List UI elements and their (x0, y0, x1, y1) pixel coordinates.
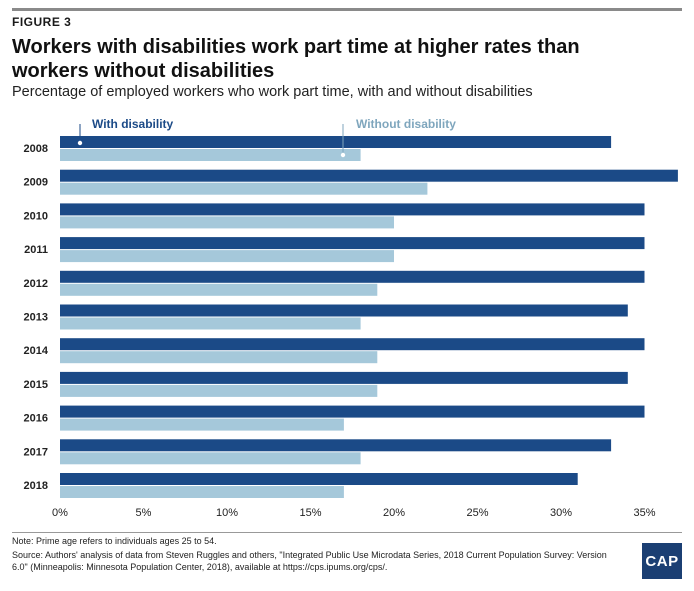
y-tick-label-2008: 2008 (24, 143, 48, 155)
y-tick-label-2017: 2017 (24, 446, 48, 458)
top-rule (12, 8, 682, 11)
bar-without-disability-2018 (60, 486, 344, 498)
bar-without-disability-2008 (60, 149, 361, 161)
y-tick-label-2013: 2013 (24, 312, 48, 324)
y-tick-label-2014: 2014 (24, 345, 49, 357)
x-tick-label-15: 15% (299, 507, 321, 519)
y-tick-label-2010: 2010 (24, 210, 48, 222)
bar-without-disability-2016 (60, 418, 344, 431)
bar-without-disability-2010 (60, 216, 394, 229)
y-tick-label-2009: 2009 (24, 177, 48, 189)
bar-without-disability-2011 (60, 250, 394, 263)
x-tick-label-0: 0% (52, 507, 68, 519)
bar-with-disability-2014 (60, 338, 645, 351)
chart-subtitle: Percentage of employed workers who work … (12, 84, 533, 100)
bar-with-disability-2018 (60, 473, 578, 485)
bar-with-disability-2017 (60, 439, 612, 452)
x-tick-label-35: 35% (633, 507, 655, 519)
bar-with-disability-2016 (60, 405, 645, 418)
chart-note: Note: Prime age refers to individuals ag… (12, 536, 217, 546)
bottom-rule (12, 532, 682, 533)
x-tick-label-10: 10% (216, 507, 238, 519)
bar-with-disability-2010 (60, 203, 645, 216)
bar-with-disability-2015 (60, 371, 628, 384)
bar-without-disability-2009 (60, 182, 428, 195)
bar-without-disability-2015 (60, 384, 378, 397)
x-tick-label-25: 25% (466, 507, 488, 519)
bar-with-disability-2012 (60, 270, 645, 283)
legend-without-disability: Without disability (356, 117, 456, 131)
bar-with-disability-2013 (60, 304, 628, 317)
bar-without-disability-2017 (60, 452, 361, 465)
y-tick-label-2011: 2011 (24, 244, 48, 256)
bar-without-disability-2014 (60, 351, 378, 364)
cap-logo: CAP (642, 543, 682, 579)
chart-source: Source: Authors' analysis of data from S… (12, 550, 607, 572)
y-tick-label-2015: 2015 (24, 379, 48, 391)
x-tick-label-30: 30% (550, 507, 572, 519)
bar-without-disability-2012 (60, 283, 378, 296)
chart-title: Workers with disabilities work part time… (12, 36, 580, 82)
legend-dot-with-disability (77, 140, 83, 146)
legend-with-disability: With disability (92, 117, 174, 131)
x-tick-label-5: 5% (136, 507, 152, 519)
y-tick-label-2018: 2018 (24, 480, 48, 492)
figure-label: FIGURE 3 (12, 15, 72, 29)
bar-with-disability-2009 (60, 169, 678, 182)
bar-without-disability-2013 (60, 317, 361, 330)
bar-with-disability-2008 (60, 136, 612, 148)
x-tick-label-20: 20% (383, 507, 405, 519)
bar-chart: 2008 2009 2010 2011 2012 2013 2014 2015 2016 2017… (24, 117, 678, 519)
legend-dot-without-disability (340, 152, 346, 158)
y-tick-label-2016: 2016 (24, 413, 48, 425)
bar-with-disability-2011 (60, 237, 645, 250)
y-tick-label-2012: 2012 (24, 278, 48, 290)
